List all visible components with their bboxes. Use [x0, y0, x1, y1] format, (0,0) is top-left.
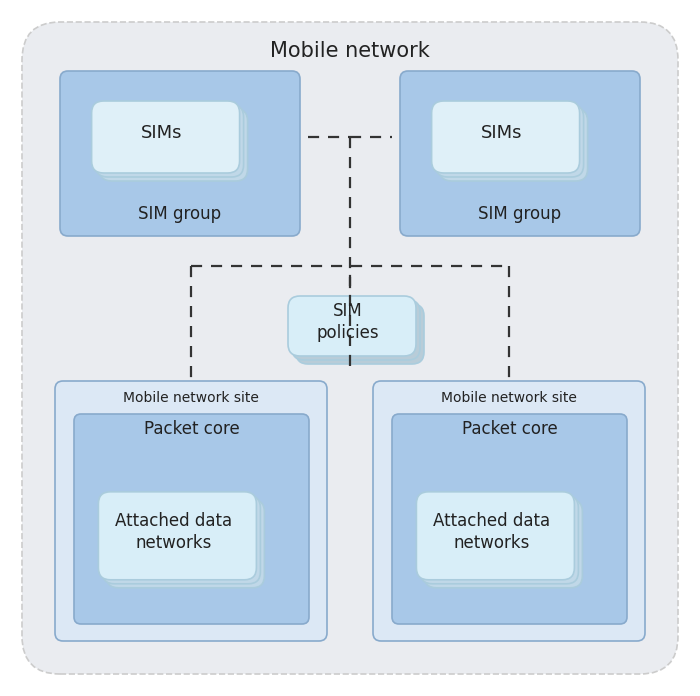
Text: SIM group: SIM group: [139, 205, 222, 223]
FancyBboxPatch shape: [432, 101, 580, 173]
FancyBboxPatch shape: [102, 496, 260, 584]
FancyBboxPatch shape: [74, 414, 309, 624]
FancyBboxPatch shape: [421, 496, 578, 584]
FancyBboxPatch shape: [60, 71, 300, 236]
FancyBboxPatch shape: [373, 381, 645, 641]
FancyBboxPatch shape: [416, 492, 575, 580]
FancyBboxPatch shape: [296, 304, 424, 364]
FancyBboxPatch shape: [96, 105, 244, 177]
Text: Mobile network site: Mobile network site: [441, 391, 577, 405]
FancyBboxPatch shape: [288, 296, 416, 356]
FancyBboxPatch shape: [92, 101, 239, 173]
FancyBboxPatch shape: [392, 414, 627, 624]
Text: SIM
policies: SIM policies: [316, 302, 379, 342]
Text: SIM group: SIM group: [478, 205, 561, 223]
Text: Attached data
networks: Attached data networks: [433, 512, 550, 552]
Text: Packet core: Packet core: [144, 420, 239, 438]
FancyBboxPatch shape: [99, 109, 248, 181]
FancyBboxPatch shape: [440, 109, 587, 181]
FancyBboxPatch shape: [99, 492, 256, 580]
Text: Packet core: Packet core: [461, 420, 557, 438]
FancyBboxPatch shape: [424, 500, 582, 588]
Text: Mobile network: Mobile network: [270, 41, 430, 61]
Text: SIMs: SIMs: [481, 124, 522, 142]
FancyBboxPatch shape: [106, 500, 265, 588]
Text: Attached data
networks: Attached data networks: [115, 512, 232, 552]
FancyBboxPatch shape: [292, 300, 420, 360]
FancyBboxPatch shape: [55, 381, 327, 641]
FancyBboxPatch shape: [22, 22, 678, 674]
Text: Mobile network site: Mobile network site: [123, 391, 259, 405]
FancyBboxPatch shape: [435, 105, 584, 177]
FancyBboxPatch shape: [400, 71, 640, 236]
Text: SIMs: SIMs: [141, 124, 182, 142]
